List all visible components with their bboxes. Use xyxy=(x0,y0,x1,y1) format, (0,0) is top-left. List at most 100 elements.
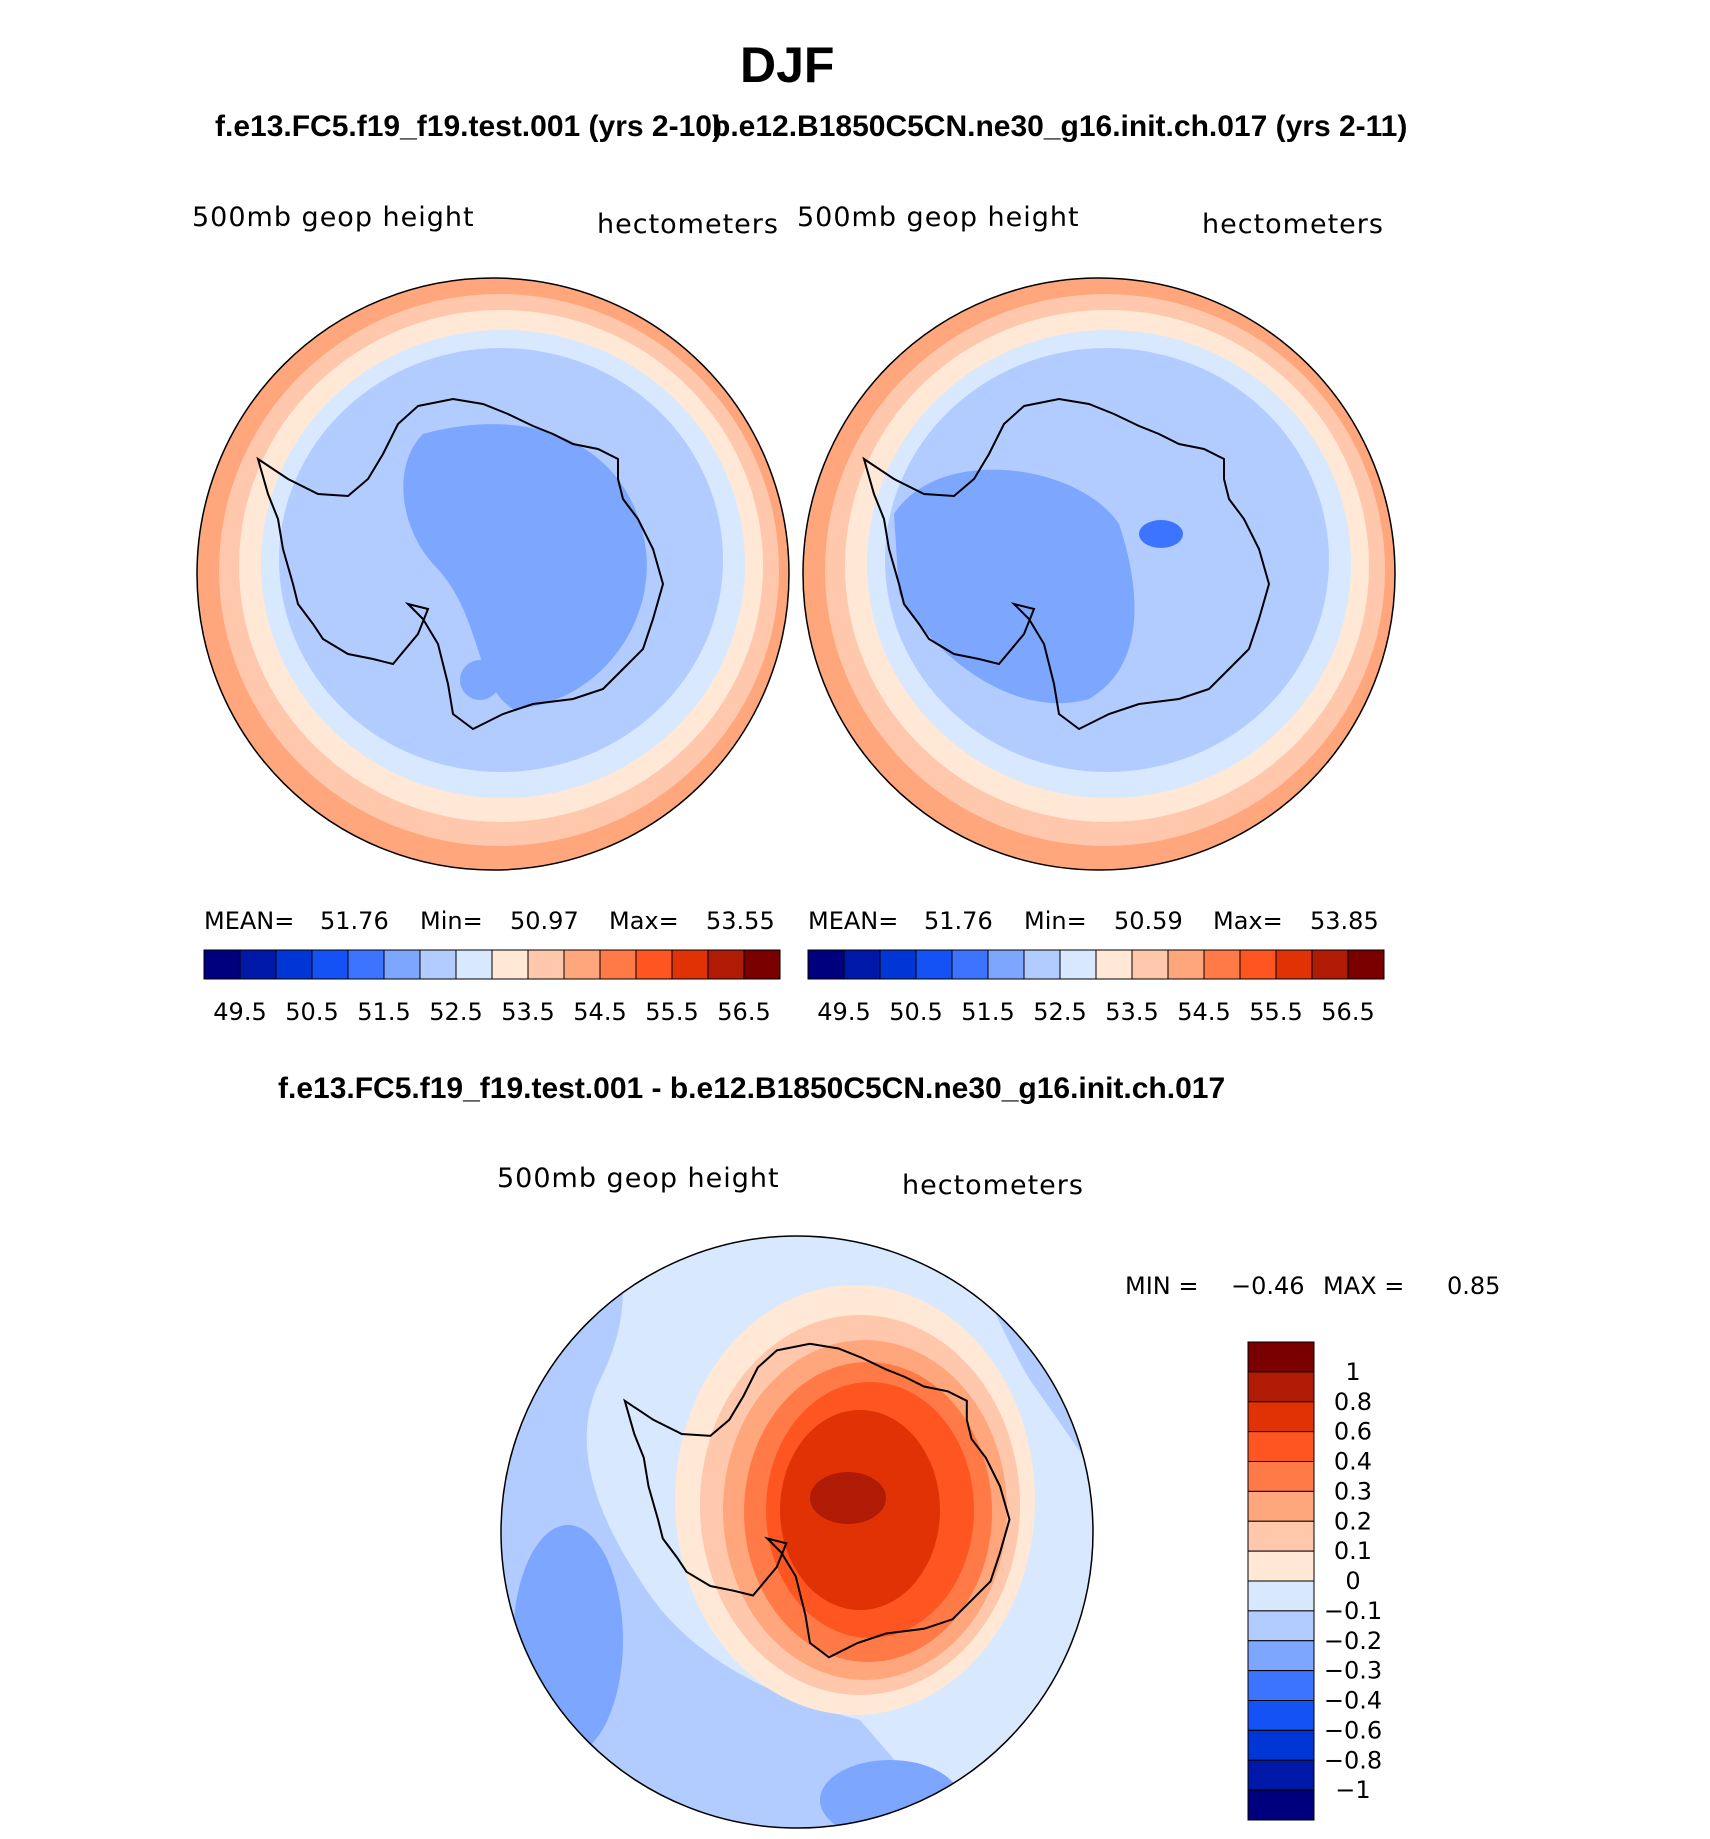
panel2-min-value: 50.59 xyxy=(1114,907,1183,935)
diff-colorbar-box xyxy=(1247,1729,1315,1761)
contour-band xyxy=(403,424,647,709)
panel1-map xyxy=(197,278,789,870)
diff-colorbar-box xyxy=(1247,1550,1315,1582)
diff-colorbar-label: −1 xyxy=(1335,1776,1370,1804)
panel2-colorbar-label: 56.5 xyxy=(1321,998,1374,1026)
panel2-min-label: Min= xyxy=(1024,907,1087,935)
map-boundary-2 xyxy=(802,277,1396,871)
panel2-units-label: hectometers xyxy=(1202,209,1384,240)
diff-colorbar-box xyxy=(1247,1700,1315,1731)
diff-max-label: MAX = xyxy=(1323,1272,1405,1300)
contour-band xyxy=(820,1760,960,1828)
panel2-max-value: 53.85 xyxy=(1310,907,1379,935)
panel1-colorbar-label: 55.5 xyxy=(645,998,698,1026)
diff-colorbar-label: 0.2 xyxy=(1334,1507,1372,1535)
panel1-min-value: 50.97 xyxy=(510,907,579,935)
panel1-colorbar-label: 53.5 xyxy=(501,998,554,1026)
panel1-max-value: 53.55 xyxy=(706,907,775,935)
panel2-colorbar-box xyxy=(1167,949,1205,980)
panel1-colorbar-box xyxy=(455,949,493,980)
diff-colorbar-label: −0.4 xyxy=(1324,1687,1382,1715)
panel2-colorbar-box xyxy=(951,949,989,980)
panel1-variable-label: 500mb geop height xyxy=(192,202,475,233)
diff-colorbar-box xyxy=(1247,1401,1315,1433)
panel2-colorbar-box xyxy=(807,949,845,980)
panel2-colorbar-box xyxy=(915,949,953,980)
diff-case-title: f.e13.FC5.f19_f19.test.001 - b.e12.B1850… xyxy=(278,1072,1226,1105)
panel2-colorbar-label: 50.5 xyxy=(889,998,942,1026)
panel1-colorbar-label: 54.5 xyxy=(573,998,626,1026)
panel1-units-label: hectometers xyxy=(597,209,779,240)
map-boundary-3 xyxy=(500,1235,1094,1829)
panel2-colorbar-box xyxy=(1023,949,1061,980)
diff-min-label: MIN = xyxy=(1125,1272,1199,1300)
figure-title: DJF xyxy=(740,37,835,93)
diff-map xyxy=(501,1236,1093,1828)
diff-colorbar-box xyxy=(1247,1490,1315,1522)
diff-colorbar-label: 0 xyxy=(1345,1567,1360,1595)
panel2-colorbar-box xyxy=(1131,949,1169,980)
contour-band xyxy=(894,469,1135,704)
panel1-colorbar-label: 50.5 xyxy=(285,998,338,1026)
panel2-max-label: Max= xyxy=(1213,907,1283,935)
panel1-colorbar-box xyxy=(383,949,421,980)
panel1-colorbar-box xyxy=(707,949,745,980)
panel1-mean-label: MEAN= xyxy=(204,907,295,935)
diff-colorbar-box xyxy=(1247,1431,1315,1462)
panel1-min-label: Min= xyxy=(420,907,483,935)
diff-colorbar-box xyxy=(1247,1759,1315,1791)
contour-band xyxy=(810,1472,886,1524)
diff-colorbar-box xyxy=(1247,1789,1315,1821)
diff-colorbar-box xyxy=(1247,1640,1315,1672)
panel1-case-title: f.e13.FC5.f19_f19.test.001 (yrs 2-10) xyxy=(215,110,722,143)
panel2-colorbar-box xyxy=(1203,949,1241,980)
panel1-colorbar-box xyxy=(239,949,277,980)
contour-band xyxy=(460,660,500,700)
panel2-colorbar-box xyxy=(1347,949,1385,980)
diff-colorbar-box xyxy=(1247,1670,1315,1701)
panel2-map xyxy=(803,278,1395,870)
panel1-colorbar-box xyxy=(599,949,637,980)
panel1-colorbar-box xyxy=(671,949,709,980)
panel2-colorbar-label: 52.5 xyxy=(1033,998,1086,1026)
panel2-colorbar-label: 53.5 xyxy=(1105,998,1158,1026)
diff-colorbar-label: 0.6 xyxy=(1334,1418,1372,1446)
diff-max-value: 0.85 xyxy=(1447,1272,1501,1300)
diff-variable-label: 500mb geop height xyxy=(497,1163,780,1194)
panel1-colorbar-box xyxy=(563,949,601,980)
panel2-variable-label: 500mb geop height xyxy=(797,202,1080,233)
diff-colorbar-label: 1 xyxy=(1345,1358,1360,1386)
panel2-colorbar-box xyxy=(1239,949,1277,980)
panel1-colorbar-box xyxy=(311,949,349,980)
panel2-colorbar-box xyxy=(879,949,917,980)
diff-colorbar-label: −0.6 xyxy=(1324,1716,1382,1744)
panel2-colorbar-label: 51.5 xyxy=(961,998,1014,1026)
diff-colorbar-label: −0.2 xyxy=(1324,1627,1382,1655)
diff-colorbar-box xyxy=(1247,1520,1315,1552)
panel2-colorbar-box xyxy=(987,949,1025,980)
panel2-colorbar-box xyxy=(1275,949,1313,980)
diff-colorbar-box xyxy=(1247,1461,1315,1492)
panel1-colorbar-box xyxy=(203,949,241,980)
panel1-colorbar-label: 49.5 xyxy=(213,998,266,1026)
panel2-mean-value: 51.76 xyxy=(924,907,993,935)
diff-colorbar-label: −0.8 xyxy=(1324,1746,1382,1774)
panel2-mean-label: MEAN= xyxy=(808,907,899,935)
diff-colorbar-box xyxy=(1247,1580,1315,1612)
panel2-colorbar-box xyxy=(1059,949,1097,980)
panel2-case-title: b.e12.B1850C5CN.ne30_g16.init.ch.017 (yr… xyxy=(712,110,1408,143)
diff-colorbar-box xyxy=(1247,1610,1315,1642)
panel1-max-label: Max= xyxy=(609,907,679,935)
contour-band xyxy=(1139,520,1183,548)
panel1-colorbar-label: 52.5 xyxy=(429,998,482,1026)
diff-colorbar-label: 0.1 xyxy=(1334,1537,1372,1565)
panel1-colorbar-box xyxy=(347,949,385,980)
panel1-colorbar-label: 56.5 xyxy=(717,998,770,1026)
panel1-colorbar-label: 51.5 xyxy=(357,998,410,1026)
diff-colorbar-label: −0.1 xyxy=(1324,1597,1382,1625)
panel1-colorbar-box xyxy=(491,949,529,980)
diff-colorbar-label: 0.3 xyxy=(1334,1477,1372,1505)
diff-colorbar-label: 0.4 xyxy=(1334,1448,1372,1476)
panel2-colorbar-box xyxy=(843,949,881,980)
